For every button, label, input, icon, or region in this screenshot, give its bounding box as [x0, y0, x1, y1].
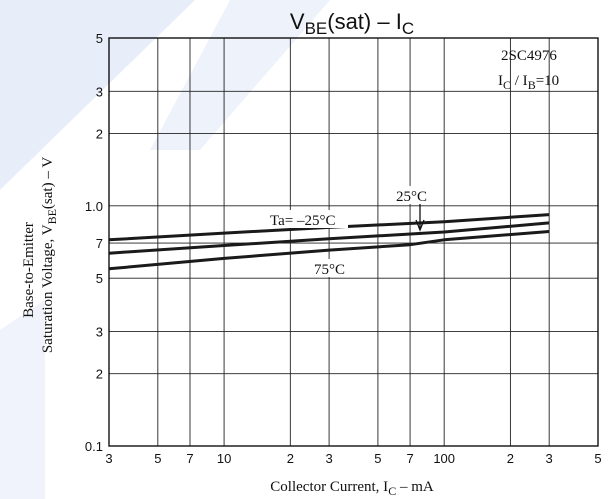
x-tick-label-4: 2	[287, 451, 294, 466]
series-label-25c: 25°C	[396, 189, 427, 205]
x-tick-label-10: 3	[546, 451, 553, 466]
grid	[108, 37, 599, 447]
x-tick-label-9: 2	[507, 451, 514, 466]
x-tick-label-5: 3	[325, 451, 332, 466]
y-tick-label-6: 2	[96, 127, 103, 142]
y-tick-label-5: 1.0	[85, 199, 103, 214]
y-tick-label-2: 3	[96, 324, 103, 339]
y-axis-label-line2: Saturation Voltage, VBE(sat) – V	[40, 157, 59, 353]
y-axis-label-line1: Base-to-Emitter	[21, 222, 37, 318]
x-tick-label-7: 7	[406, 451, 413, 466]
x-tick-label-2: 7	[186, 451, 193, 466]
x-axis-label: Collector Current, IC – mA	[270, 479, 434, 498]
plot-frame	[108, 37, 599, 447]
y-tick-label-1: 2	[96, 367, 103, 382]
x-tick-label-3: 10	[217, 451, 231, 466]
part-number: 2SC4976	[501, 48, 557, 64]
condition-label: IC / IB=10	[498, 73, 559, 92]
y-tick-label-7: 3	[96, 84, 103, 99]
series-label-minus25c: Ta= –25°C	[270, 213, 336, 229]
y-tick-label-4: 7	[96, 236, 103, 251]
y-tick-label-8: 5	[96, 31, 103, 46]
tick-labels: 3 5 7 10 2 3 5 7 100 2 3 5 0.1 2 3 5 7 1.0 2 3 5	[85, 31, 602, 466]
series-label-75c: 75°C	[314, 262, 345, 278]
y-tick-label-3: 5	[96, 271, 103, 286]
series-line-2	[108, 230, 550, 271]
y-tick-label-0: 0.1	[85, 439, 103, 454]
x-tick-label-6: 5	[374, 451, 381, 466]
x-tick-label-11: 5	[594, 451, 601, 466]
series-line-1	[108, 221, 550, 255]
series-label-25c-arrow	[415, 204, 425, 232]
x-tick-label-1: 5	[154, 451, 161, 466]
x-tick-label-0: 3	[105, 451, 112, 466]
chart-title: VBE(sat) – IC	[290, 9, 414, 38]
x-tick-label-8: 100	[433, 451, 455, 466]
